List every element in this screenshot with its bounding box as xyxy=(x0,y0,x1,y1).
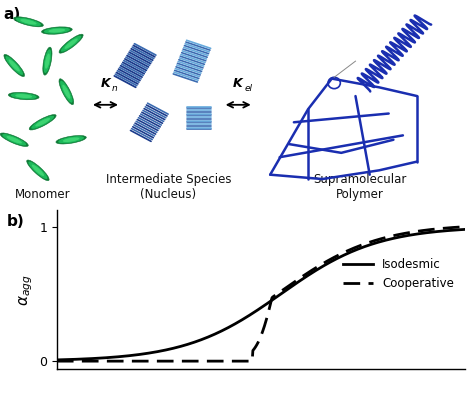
Ellipse shape xyxy=(58,136,84,143)
Line: Cooperative: Cooperative xyxy=(57,227,465,361)
Ellipse shape xyxy=(35,118,50,127)
Ellipse shape xyxy=(64,39,78,49)
Ellipse shape xyxy=(44,27,70,34)
Ellipse shape xyxy=(44,49,51,73)
Ellipse shape xyxy=(62,85,71,99)
Text: n: n xyxy=(111,84,117,93)
Ellipse shape xyxy=(45,54,50,69)
Ellipse shape xyxy=(0,133,28,146)
Text: Intermediate Species
(Nucleus): Intermediate Species (Nucleus) xyxy=(106,173,231,201)
Cooperative xyxy=(159,359,164,364)
Cooperative xyxy=(462,224,467,229)
Text: K: K xyxy=(100,77,110,90)
Ellipse shape xyxy=(7,136,22,143)
Isodesmic xyxy=(126,353,132,358)
Cooperative xyxy=(238,359,244,364)
Ellipse shape xyxy=(20,19,36,25)
Ellipse shape xyxy=(56,135,86,144)
Isodesmic xyxy=(159,349,164,353)
Cooperative xyxy=(294,278,300,282)
Ellipse shape xyxy=(27,160,49,181)
Ellipse shape xyxy=(59,34,83,53)
Text: el: el xyxy=(245,84,253,93)
Cooperative xyxy=(54,359,60,364)
Isodesmic xyxy=(54,358,60,362)
Ellipse shape xyxy=(2,134,26,146)
Legend: Isodesmic, Cooperative: Isodesmic, Cooperative xyxy=(338,253,459,295)
Text: b): b) xyxy=(7,214,25,229)
Ellipse shape xyxy=(16,17,41,26)
Ellipse shape xyxy=(31,116,54,129)
Ellipse shape xyxy=(29,115,56,130)
Ellipse shape xyxy=(9,93,39,100)
Ellipse shape xyxy=(4,54,25,77)
Ellipse shape xyxy=(43,47,52,75)
Cooperative xyxy=(126,359,132,364)
Ellipse shape xyxy=(14,17,43,27)
Ellipse shape xyxy=(10,93,37,99)
Isodesmic xyxy=(462,227,467,232)
Ellipse shape xyxy=(28,162,47,179)
Line: Isodesmic: Isodesmic xyxy=(57,229,465,360)
Text: Monomer: Monomer xyxy=(15,188,71,201)
Isodesmic xyxy=(361,245,367,249)
Y-axis label: $\alpha_{agg}$: $\alpha_{agg}$ xyxy=(18,274,35,306)
Ellipse shape xyxy=(32,165,44,176)
Ellipse shape xyxy=(59,79,74,105)
Isodesmic xyxy=(294,280,300,285)
Ellipse shape xyxy=(42,27,72,34)
Isodesmic xyxy=(238,318,244,323)
Ellipse shape xyxy=(61,36,82,52)
Isodesmic xyxy=(326,260,332,265)
Ellipse shape xyxy=(5,56,23,75)
Text: K: K xyxy=(233,77,243,90)
Ellipse shape xyxy=(60,81,73,103)
Text: Supramolecular
Polymer: Supramolecular Polymer xyxy=(314,173,407,201)
Cooperative xyxy=(326,258,332,262)
Ellipse shape xyxy=(9,60,20,71)
Ellipse shape xyxy=(15,94,32,98)
Ellipse shape xyxy=(63,137,80,142)
Cooperative xyxy=(361,242,367,247)
Ellipse shape xyxy=(48,29,65,33)
Text: a): a) xyxy=(4,7,21,21)
